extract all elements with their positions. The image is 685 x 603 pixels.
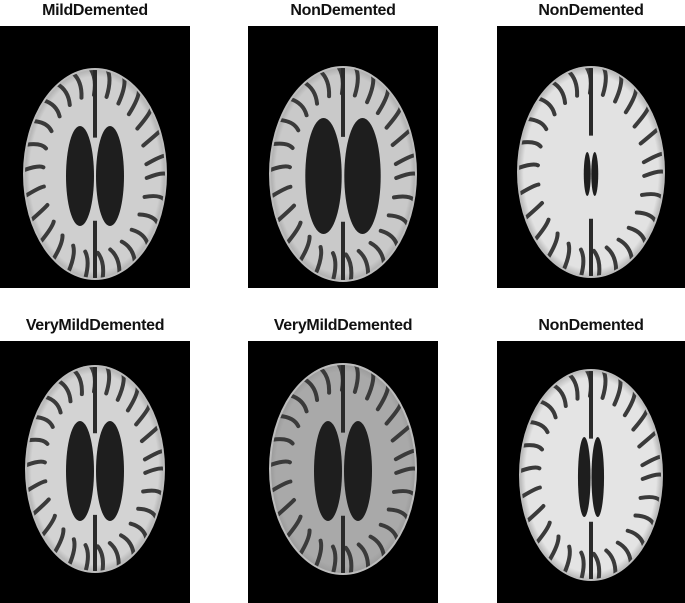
ventricles	[66, 126, 124, 226]
ventricles	[305, 118, 381, 234]
panel-label: VeryMildDemented	[273, 317, 413, 334]
ventricles	[577, 437, 605, 517]
ventricles	[314, 421, 372, 521]
mri-panel: NonDemented	[497, 0, 685, 603]
ventricles	[66, 421, 124, 521]
mri-scan-image	[497, 341, 685, 603]
panel-label: NonDemented	[290, 2, 396, 19]
mri-panel: VeryMildDemented	[248, 0, 438, 603]
mri-scan-image	[0, 26, 190, 288]
mri-panel: MildDemented	[0, 0, 190, 603]
panel-label: NonDemented	[538, 2, 644, 19]
mri-scan-image	[0, 341, 190, 603]
mri-scan-image	[248, 26, 438, 288]
mri-panel: NonDemented	[497, 0, 685, 603]
mri-scan-image	[497, 26, 685, 288]
panel-label: MildDemented	[42, 2, 148, 19]
panel-label: VeryMildDemented	[25, 317, 165, 334]
ventricles	[583, 152, 599, 196]
mri-panel: NonDemented	[248, 0, 438, 603]
mri-scan-image	[248, 341, 438, 603]
panel-label: NonDemented	[538, 317, 644, 334]
mri-panel: VeryMildDemented	[0, 0, 190, 603]
